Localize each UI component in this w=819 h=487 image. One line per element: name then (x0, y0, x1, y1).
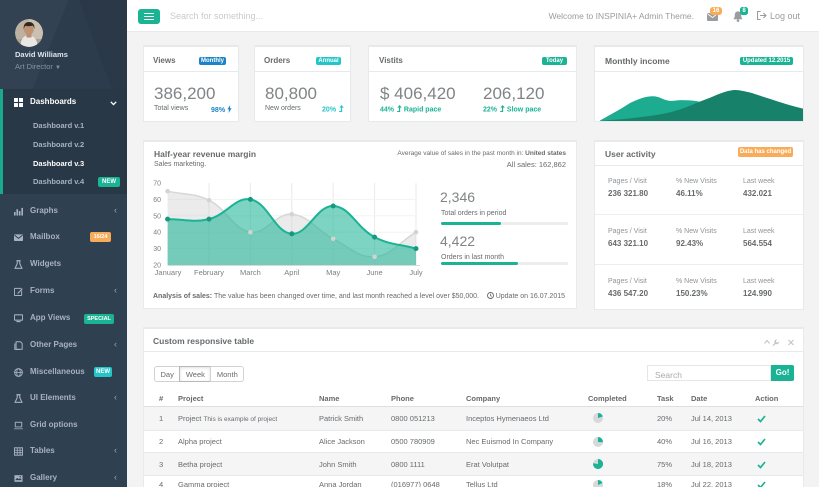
svg-text:40: 40 (153, 230, 161, 237)
svg-text:30: 30 (153, 246, 161, 253)
svg-text:April: April (284, 268, 299, 277)
svg-text:May: May (326, 268, 340, 277)
svg-text:March: March (240, 268, 261, 277)
svg-text:20: 20 (153, 263, 161, 270)
svg-text:60: 60 (153, 197, 161, 204)
svg-text:July: July (409, 268, 423, 277)
svg-text:June: June (366, 268, 382, 277)
svg-text:February: February (194, 268, 224, 277)
svg-text:January: January (155, 268, 182, 277)
svg-text:70: 70 (153, 181, 161, 188)
svg-text:50: 50 (153, 213, 161, 220)
